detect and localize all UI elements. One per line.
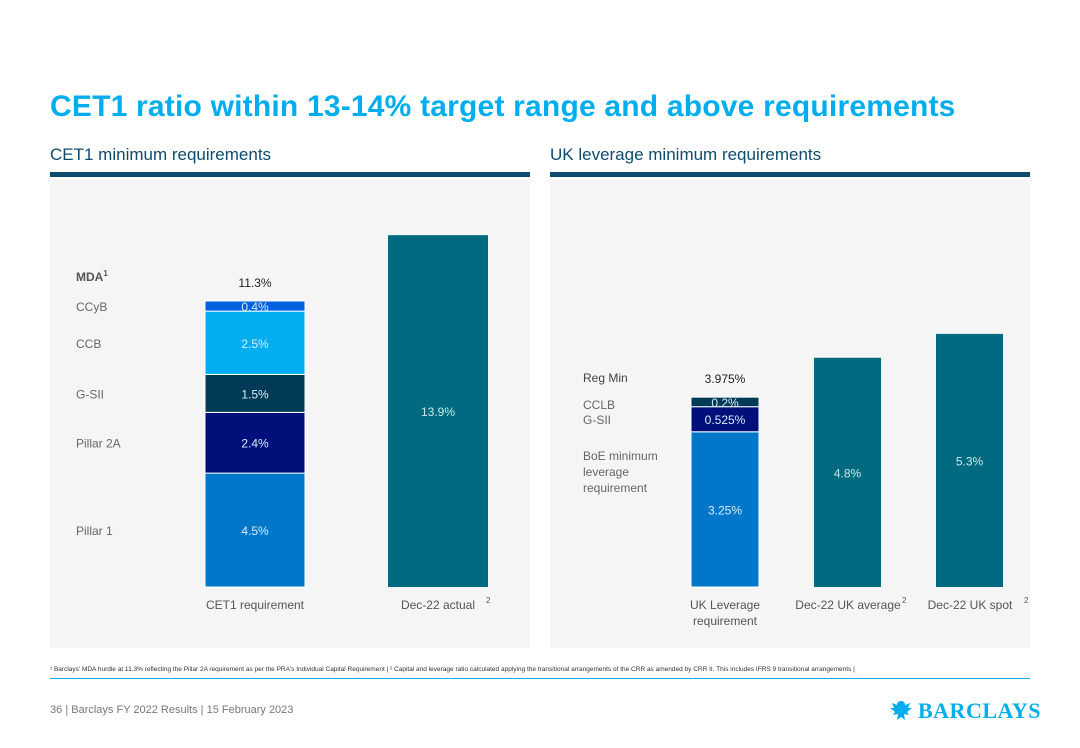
stack-segment-ccb bbox=[204, 310, 306, 375]
component-label: BoE minimum leverage requirement bbox=[583, 449, 658, 495]
deck-title: Barclays FY 2022 Results bbox=[71, 704, 198, 716]
segment-label: 2.4% bbox=[241, 437, 269, 451]
logo-text: BARCLAYS bbox=[918, 698, 1042, 723]
right-chart-panel: 3.25% BoE minimum leverage requirement 0.525… bbox=[550, 180, 1030, 648]
page-title: CET1 ratio within 13-14% target range an… bbox=[50, 90, 956, 123]
leverage-bar-label: 4.8% bbox=[834, 466, 862, 480]
stack-segment-ccyb bbox=[204, 300, 306, 312]
component-label: G-SII bbox=[76, 387, 104, 401]
left-title-rule bbox=[50, 172, 530, 177]
category-label: Dec-22 actual bbox=[401, 598, 475, 612]
segment-label: 2.5% bbox=[241, 337, 269, 351]
component-label: G-SII bbox=[583, 413, 611, 427]
leverage-bar bbox=[814, 357, 881, 587]
footnote-rule bbox=[50, 678, 1030, 679]
segment-label: 4.5% bbox=[241, 524, 269, 538]
stack-segment-pillar-2a bbox=[204, 411, 306, 474]
stack-segment-cclb bbox=[690, 396, 760, 408]
cet1-chart: 4.5% Pillar 1 2.4% Pillar 2A 1.5% G-SII 2.5% CC… bbox=[76, 235, 491, 612]
footnote: ¹ Barclays' MDA hurdle at 11.3% reflecti… bbox=[50, 666, 855, 673]
right-chart-title: UK leverage minimum requirements bbox=[550, 145, 822, 164]
component-label: Pillar 2A bbox=[76, 437, 121, 451]
stack-total-label: Reg Min bbox=[583, 371, 628, 385]
segment-label: 1.5% bbox=[241, 387, 269, 401]
category-label: UK Leverage requirement bbox=[690, 598, 760, 628]
category-label: CET1 requirement bbox=[206, 598, 305, 612]
barclays-logo: BARCLAYS bbox=[888, 698, 1041, 724]
leverage-bar-label: 5.3% bbox=[956, 454, 984, 468]
component-label: CCB bbox=[76, 337, 101, 351]
stack-segment-pillar-1 bbox=[204, 472, 306, 588]
component-label: Pillar 1 bbox=[76, 524, 113, 538]
left-chart-title: CET1 minimum requirements bbox=[50, 145, 272, 164]
category-superscript: 2 bbox=[1024, 596, 1029, 605]
segment-label: 0.525% bbox=[705, 413, 746, 427]
deck-date: 15 February 2023 bbox=[206, 704, 294, 716]
page-footer: 36 | Barclays FY 2022 Results | 15 Febru… bbox=[50, 704, 294, 716]
component-label: CCLB bbox=[583, 398, 615, 412]
actual-bar bbox=[388, 235, 488, 587]
category-label: Dec-22 UK spot bbox=[928, 598, 1013, 612]
stack-total-label: MDA1 bbox=[76, 269, 108, 284]
component-label: CCyB bbox=[76, 300, 107, 314]
eagle-icon bbox=[890, 701, 912, 720]
page-number: 36 bbox=[50, 704, 63, 716]
leverage-bar bbox=[936, 333, 1003, 587]
actual-bar-label: 13.9% bbox=[421, 405, 455, 419]
segment-label: 3.25% bbox=[708, 503, 742, 517]
category-label: Dec-22 UK average bbox=[795, 598, 901, 612]
category-superscript: 2 bbox=[902, 596, 907, 605]
stack-segment-boe-minimum-leverage-requirement bbox=[690, 431, 760, 588]
segment-label: 0.2% bbox=[711, 396, 739, 410]
leverage-chart: 3.25% BoE minimum leverage requirement 0.525… bbox=[583, 333, 1029, 628]
stack-total-value: 3.975% bbox=[705, 372, 746, 386]
stack-total-value: 11.3% bbox=[238, 276, 271, 290]
left-chart-panel: 4.5% Pillar 1 2.4% Pillar 2A 1.5% G-SII 2.5% CC… bbox=[50, 180, 530, 648]
segment-label: 0.4% bbox=[241, 300, 269, 314]
category-superscript: 2 bbox=[486, 596, 491, 605]
right-title-rule bbox=[550, 172, 1030, 177]
